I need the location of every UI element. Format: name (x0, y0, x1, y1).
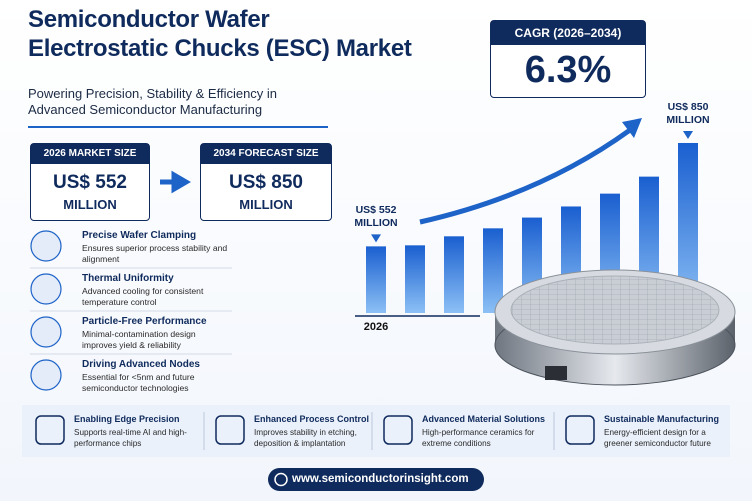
bar (444, 236, 464, 313)
benefit-title: Advanced Material Solutions (422, 414, 546, 424)
benefit-icon (383, 415, 413, 445)
value-label: US$ 850 MILLION (666, 100, 710, 126)
feature-desc: Minimal-contamination design improves yi… (82, 329, 196, 350)
feature-icon (30, 273, 62, 305)
forecast-value: US$ 850 (229, 172, 303, 193)
globe-icon (274, 472, 288, 487)
x-tick-label: 2026 (364, 321, 388, 333)
feature-desc: Ensures superior process stability and a… (82, 243, 228, 264)
value-pointer (683, 130, 693, 139)
subtitle: Powering Precision, Stability & Efficien… (28, 86, 277, 118)
forecast-unit: MILLION (239, 197, 293, 212)
subtitle-line: Powering Precision, Stability & Efficien… (28, 86, 278, 101)
market-value: US$ 552 (53, 172, 127, 193)
feature-title: Precise Wafer Clamping (82, 230, 197, 241)
title-line: Semiconductor Wafer (28, 6, 270, 33)
benefit-icon (35, 415, 65, 445)
cagr-label: CAGR (2026–2034) (491, 21, 645, 45)
growth-arrowhead (622, 118, 642, 138)
benefit-desc: Energy-efficient design for a greener se… (604, 428, 711, 448)
forecast-box: 2034 FORECAST SIZE US$ 850 MILLION (200, 143, 332, 221)
value-label: US$ 552 MILLION (354, 204, 398, 230)
market-unit: MILLION (63, 197, 117, 212)
subtitle-line: Advanced Semiconductor Manufacturing (28, 102, 263, 117)
feature-icon (30, 230, 62, 262)
feature-desc: Advanced cooling for consistent temperat… (82, 286, 204, 307)
benefit-title: Enhanced Process Control (254, 414, 370, 424)
benefit-desc: Supports real-time AI and high-performan… (74, 428, 187, 448)
url: www.semiconductorinsight.com (292, 473, 469, 485)
bar (366, 246, 386, 313)
forecast-label: 2034 FORECAST SIZE (201, 144, 331, 164)
title-line: Electrostatic Chucks (ESC) Market (28, 35, 412, 62)
feature-desc: Essential for <5nm and future semiconduc… (82, 372, 195, 393)
cagr-value: 6.3% (524, 49, 612, 91)
feature-icon (30, 359, 62, 391)
benefit-title: Sustainable Manufacturing (604, 414, 720, 424)
benefit-icon (565, 415, 595, 445)
title: Semiconductor Wafer Electrostatic Chucks… (28, 5, 412, 63)
benefit-icon (215, 415, 245, 445)
growth-arrow (419, 127, 632, 225)
cagr-box: CAGR (2026–2034) 6.3% (490, 20, 646, 98)
feature-icon (30, 316, 62, 348)
arrow (160, 170, 191, 194)
feature-title: Thermal Uniformity (82, 273, 174, 284)
bar (405, 245, 425, 313)
market-box: 2026 MARKET SIZE US$ 552 MILLION (30, 143, 150, 221)
benefit-title: Enabling Edge Precision (74, 414, 180, 424)
url-pill (268, 468, 484, 491)
wafer-chuck (494, 269, 736, 386)
market-label: 2026 MARKET SIZE (31, 144, 149, 164)
value-pointer (371, 234, 381, 243)
benefit-strip (22, 405, 730, 457)
bar (483, 228, 503, 313)
feature-title: Particle-Free Performance (82, 316, 207, 327)
feature-title: Driving Advanced Nodes (82, 359, 200, 370)
benefit-desc: High-performance ceramics for extreme co… (422, 428, 535, 448)
benefit-desc: Improves stability in etching, depositio… (254, 428, 357, 448)
bar (678, 142, 698, 313)
